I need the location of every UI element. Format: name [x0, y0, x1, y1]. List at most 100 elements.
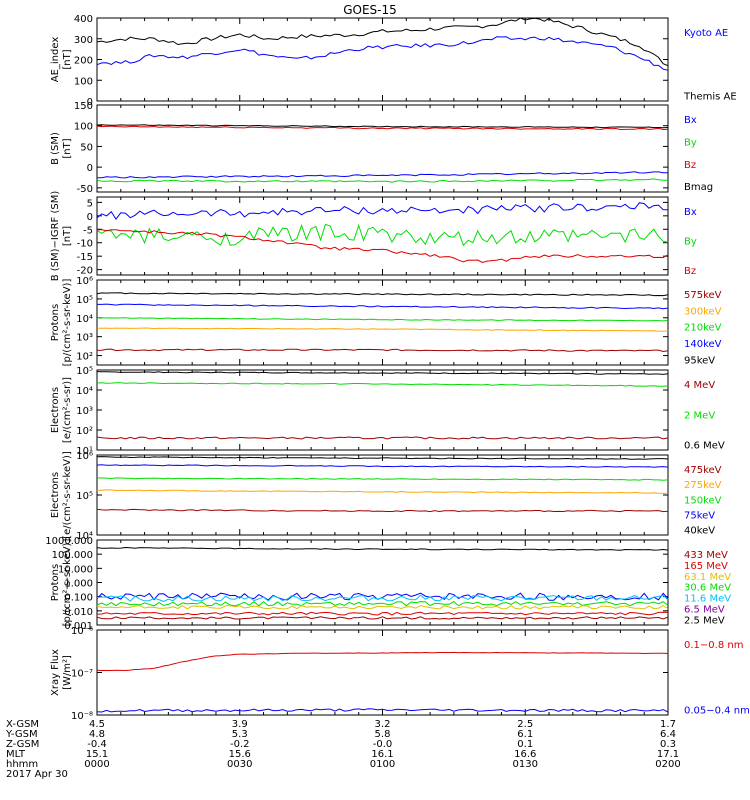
legend-entry: 2 MeV [684, 410, 715, 421]
y-tick-label: 10⁻⁶ [71, 626, 93, 637]
y-tick-label: 10⁻⁸ [71, 711, 93, 722]
series-line-433-mev [96, 616, 669, 620]
plot-title: GOES-15 [343, 3, 397, 17]
x-axis-value: 0100 [370, 759, 395, 770]
x-axis-value: 0030 [227, 759, 252, 770]
x-axis-value: 6.4 [660, 729, 676, 740]
x-axis-value: 3.9 [232, 719, 248, 730]
x-axis-value: 5.8 [375, 729, 391, 740]
series-line-575kev [96, 348, 669, 353]
x-axis-value: -0.2 [230, 739, 250, 750]
x-axis-value: 1.7 [660, 719, 676, 730]
legend-entry: By [684, 236, 697, 247]
y-axis-label: [nT] [62, 138, 73, 158]
series-line-63-1-mev [96, 605, 669, 610]
x-axis-value: 16.1 [371, 749, 393, 760]
series-line-300kev [96, 327, 669, 332]
panel-bsm: -50 0 50 100 150 B (SM) [nT] Bx By Bz Bmag [50, 101, 713, 195]
y-tick-label: 0 [87, 212, 93, 223]
legend-entry: 575keV [684, 290, 722, 301]
legend-entry: 6.5 MeV [684, 604, 725, 615]
series-line-2-5-mev [96, 546, 669, 551]
panel-frame [96, 104, 669, 193]
x-axis-value: 15.1 [86, 749, 108, 760]
y-axis-label: [e/(cm²-s-sr-keV)] [62, 451, 73, 539]
legend-entry: 300keV [684, 306, 722, 317]
series-line-0-6-mev [96, 371, 669, 375]
y-axis-label: Protons [50, 304, 61, 341]
series-line-kyoto-ae [96, 36, 669, 71]
y-tick-label: 10⁵ [76, 491, 93, 502]
series-line-75kev [96, 464, 669, 468]
x-axis-value: 0000 [84, 759, 109, 770]
y-axis-label: B (SM) [50, 132, 61, 165]
panel-ae: 0 100 200 300 400 AE_index [nT] Kyoto AE Themis … [50, 14, 737, 108]
y-tick-label: 200 [74, 56, 93, 67]
y-tick-label: -5 [83, 225, 93, 236]
series-line-475kev [96, 508, 669, 513]
legend-entry: Bz [684, 160, 696, 171]
series-line-275kev [96, 489, 669, 494]
y-axis-label: [W/m²] [62, 655, 73, 690]
legend-entry: 0.05−0.4 nm [684, 705, 750, 716]
panel-protons2: 0.001 0.010 0.100 1.000 10.000 100.000 1000.00… [45, 536, 731, 632]
legend-entry: 210keV [684, 323, 722, 334]
date-label: 2017 Apr 30 [6, 769, 68, 780]
panel-electrons1: 10¹ 10² 10³ 10⁴ 10⁵ Electrons [e/(cm²-s-sr)] 4 … [50, 366, 725, 457]
legend-entry: Bz [684, 266, 696, 277]
y-axis-label: [nT] [62, 226, 73, 246]
panel-bigrf: -20 -15 -10 -5 0 5 B (SM)−IGRF (SM) [nT] Bx By Bz [50, 191, 697, 282]
legend-entry: 11.6 MeV [684, 594, 731, 605]
y-tick-label: 10² [76, 352, 93, 363]
x-axis-value: 4.8 [89, 729, 105, 740]
y-tick-label: 100.000 [52, 550, 93, 561]
legend-entry: By [684, 137, 697, 148]
panel-frame [96, 629, 669, 716]
series-line-by [96, 223, 669, 247]
y-tick-label: 150 [74, 101, 93, 112]
y-tick-label: 0 [87, 163, 93, 174]
series-line-95kev [96, 292, 669, 297]
series-line-6-5-mev [96, 592, 669, 601]
series-line-bx [96, 202, 669, 220]
series-line-30-6-mev [96, 600, 669, 607]
y-tick-label: 10³ [76, 333, 93, 344]
legend-entry: 0.6 MeV [684, 441, 725, 452]
y-tick-label: 0 [87, 97, 93, 108]
y-axis-label: [e/(cm²-s-sr)] [62, 377, 73, 443]
legend-entry: Bx [684, 207, 697, 218]
x-axis-value: 0130 [513, 759, 538, 770]
series-line-40kev [96, 456, 669, 460]
series-line-bmag [96, 124, 669, 129]
legend-entry: 30.6 MeV [684, 583, 731, 594]
x-axis-value: 2.5 [517, 719, 533, 730]
series-line-bx [97, 171, 669, 179]
legend-entry: 4 MeV [684, 380, 715, 391]
y-tick-label: 50 [80, 142, 93, 153]
legend-entry: Bx [684, 115, 697, 126]
x-axis-value: 4.5 [89, 719, 105, 730]
legend-entry: 140keV [684, 339, 722, 350]
y-axis-label: [nT] [62, 49, 73, 69]
legend-entry: 165 MeV [684, 561, 728, 572]
x-axis-value: 17.1 [657, 749, 679, 760]
y-axis-label: [p/(cm²-s-sr-keV)] [62, 279, 73, 367]
x-axis-row-label: Y-GSM [5, 729, 38, 740]
series-line-150kev [96, 477, 669, 481]
y-tick-label: -15 [77, 252, 93, 263]
x-axis-value: 16.6 [514, 749, 536, 760]
y-axis-label: [p/(cm²-s-sr-keV)] [62, 539, 73, 627]
x-axis-value: -0.0 [373, 739, 393, 750]
series-line-11-6-mev [96, 594, 669, 602]
y-tick-label: 100 [74, 122, 93, 133]
y-tick-label: 10⁵ [76, 366, 93, 377]
x-axis-value: 0200 [655, 759, 680, 770]
y-tick-label: 10⁴ [76, 531, 93, 542]
x-axis-value: 5.3 [232, 729, 248, 740]
y-tick-label: 10⁶ [76, 451, 93, 462]
y-tick-label: -20 [77, 266, 93, 277]
series-line-0-05-0-4-nm [96, 708, 669, 713]
legend-entry: 75keV [684, 511, 715, 522]
